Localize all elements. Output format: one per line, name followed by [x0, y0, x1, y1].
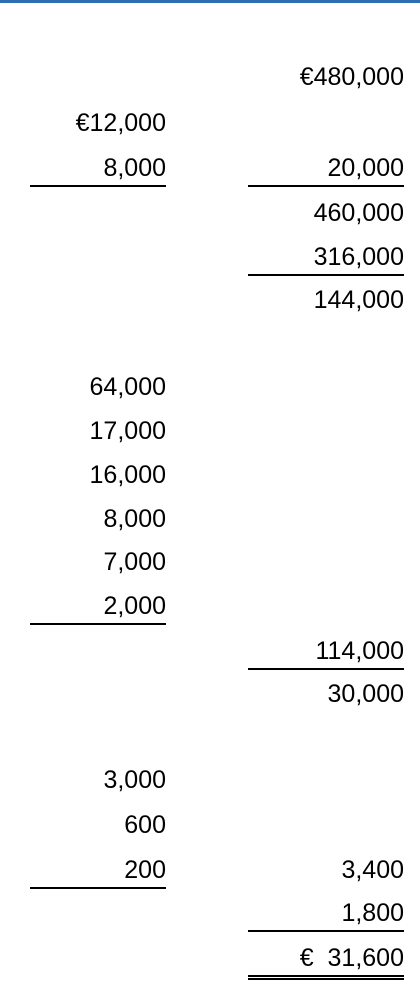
- table-row: €480,000: [0, 60, 420, 94]
- amount-cell-right: €480,000: [299, 63, 404, 91]
- amount-cell-left: 2,000: [30, 589, 166, 625]
- table-row: 114,000: [0, 634, 420, 670]
- amount-cell-left: [30, 60, 166, 94]
- table-row: 144,000: [0, 283, 420, 317]
- amount-cell-right: [248, 808, 404, 842]
- amount-cell-right: [248, 545, 404, 579]
- table-row: € 31,600: [0, 941, 420, 980]
- amount-cell-left: €12,000: [75, 109, 166, 137]
- amount-cell-right: [248, 502, 404, 536]
- amount-cell-right: 1,800: [248, 896, 404, 932]
- table-row: 30,000: [0, 677, 420, 711]
- amount-cell-left: [30, 896, 166, 930]
- table-row: 200 3,400: [0, 853, 420, 889]
- table-row: 7,000: [0, 545, 420, 579]
- amount-cell-right: 316,000: [248, 240, 404, 276]
- amount-cell-right: [248, 370, 404, 404]
- amount-cell-right: [248, 414, 404, 448]
- amount-cell-right: 460,000: [313, 199, 404, 227]
- amount-cell-right: 114,000: [248, 634, 404, 670]
- table-row: 16,000: [0, 458, 420, 492]
- amount-cell-left: 8,000: [30, 151, 166, 187]
- table-row: 3,000: [0, 763, 420, 797]
- table-row: 460,000: [0, 196, 420, 230]
- table-row: 600: [0, 808, 420, 842]
- top-border: [0, 0, 420, 3]
- amount-cell-right: 144,000: [313, 286, 404, 314]
- amount-cell-right: € 31,600: [248, 941, 404, 980]
- table-row: 64,000: [0, 370, 420, 404]
- amount-cell-left: [30, 634, 166, 668]
- amount-cell-left: 200: [30, 853, 166, 889]
- table-row: 8,000 20,000: [0, 151, 420, 187]
- amount-cell-left: 64,000: [89, 373, 166, 401]
- table-row: 17,000: [0, 414, 420, 448]
- amount-cell-left: 16,000: [89, 461, 166, 489]
- amount-cell-left: 17,000: [89, 417, 166, 445]
- amount-cell-left: 600: [124, 811, 166, 839]
- amount-cell-left: [30, 677, 166, 711]
- table-row: 8,000: [0, 502, 420, 536]
- amount-cell-left: [30, 240, 166, 274]
- amount-cell-left: 8,000: [103, 505, 166, 533]
- table-row: 316,000: [0, 240, 420, 276]
- amount-cell-left: 7,000: [103, 548, 166, 576]
- table-row: €12,000: [0, 106, 420, 140]
- amount-cell-right: [248, 458, 404, 492]
- amount-cell-left: 3,000: [103, 766, 166, 794]
- amount-cell-right: [248, 763, 404, 797]
- amount-cell-right: 30,000: [327, 680, 404, 708]
- amount-cell-right: [248, 106, 404, 140]
- amount-cell-right: 20,000: [248, 151, 404, 187]
- amount-cell-left: [30, 196, 166, 230]
- amount-cell-right: [248, 589, 404, 623]
- amount-cell-left: [30, 941, 166, 975]
- table-row: 1,800: [0, 896, 420, 932]
- amount-cell-right: 3,400: [341, 856, 404, 884]
- amount-cell-left: [30, 283, 166, 317]
- table-row: 2,000: [0, 589, 420, 625]
